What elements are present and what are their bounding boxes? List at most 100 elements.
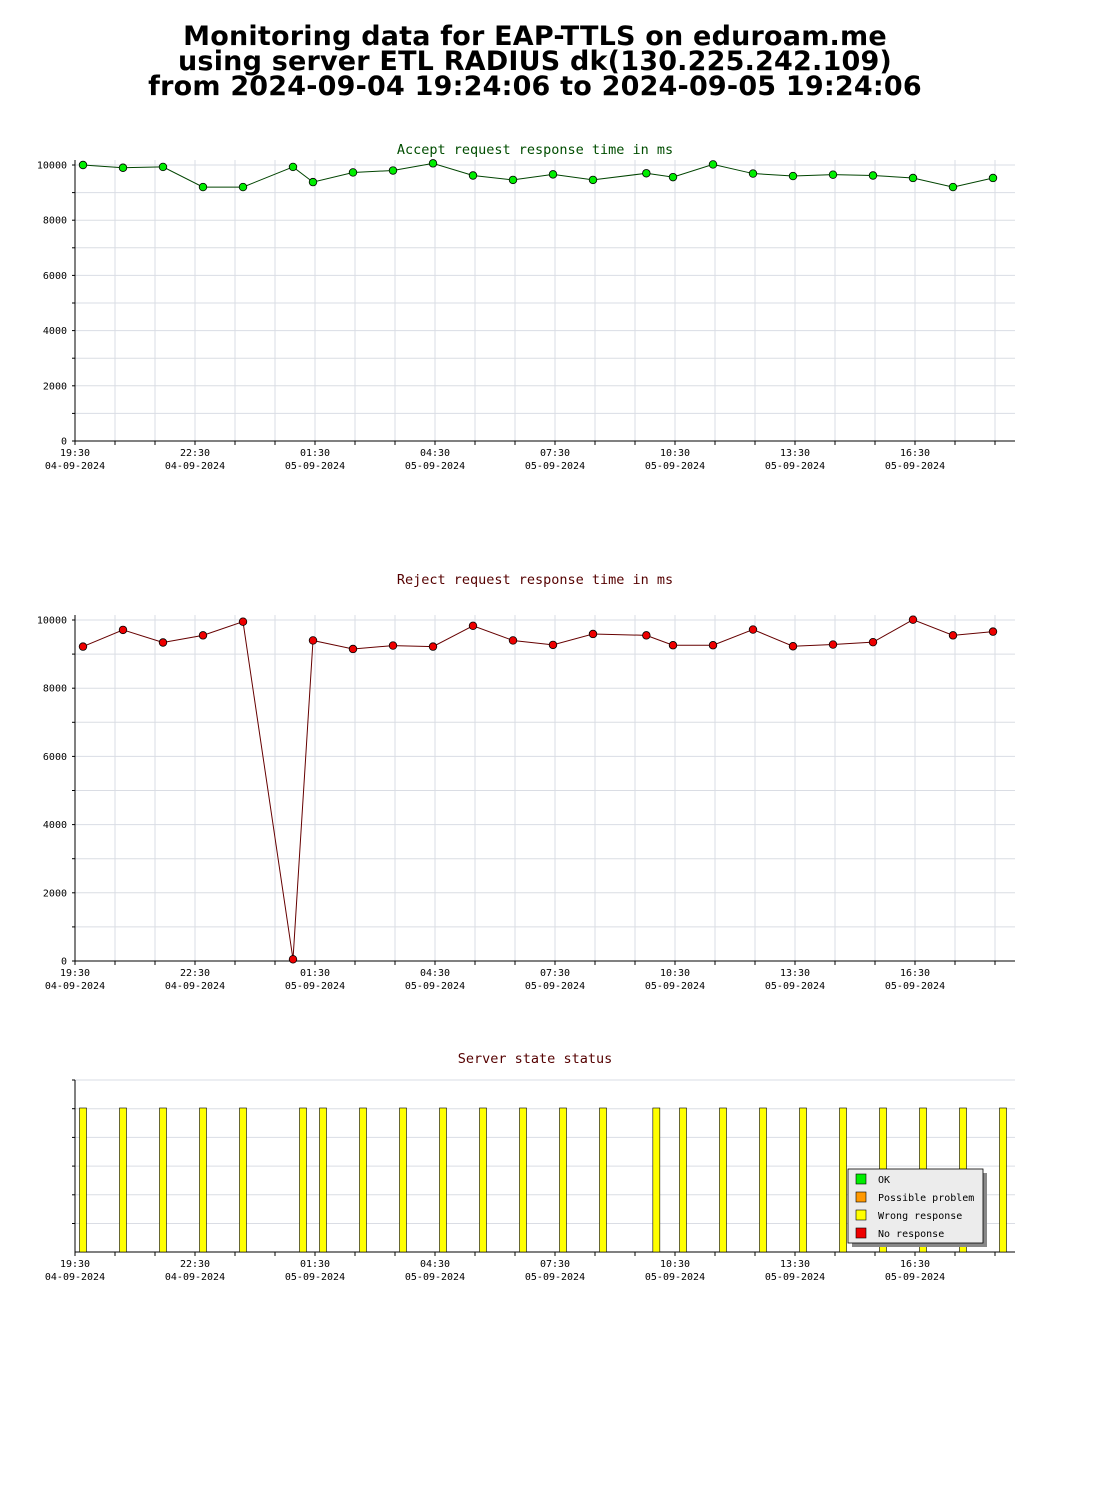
- accept-x-tick-date: 05-09-2024: [645, 461, 705, 472]
- reject-data-point: [948, 631, 958, 640]
- status-bar: [439, 1107, 447, 1253]
- status-bar: [119, 1107, 127, 1253]
- reject-x-tick-date: 05-09-2024: [645, 981, 705, 992]
- accept-x-tick-time: 01:30: [300, 448, 330, 459]
- status-bar: [239, 1107, 247, 1253]
- reject-data-point: [548, 640, 558, 650]
- reject-data-point: [78, 642, 88, 651]
- accept-data-point: [198, 182, 208, 192]
- accept-data-point: [788, 171, 798, 181]
- title-line-1: Monitoring data for EAP-TTLS on eduroam.…: [183, 21, 887, 52]
- accept-y-tick-label: 0: [61, 437, 67, 448]
- accept-x-tick-time: 16:30: [900, 448, 930, 459]
- accept-y-tick-label: 4000: [43, 326, 67, 337]
- reject-data-point: [868, 637, 878, 647]
- accept-data-point: [388, 166, 398, 175]
- reject-series-line: [82, 619, 994, 960]
- reject-data-point: [828, 640, 838, 649]
- legend-label: Possible problem: [878, 1193, 974, 1204]
- reject-data-point: [988, 627, 998, 636]
- status-bar: [599, 1107, 607, 1253]
- accept-data-point: [548, 170, 558, 179]
- accept-data-point: [642, 169, 651, 178]
- reject-x-tick-time: 04:30: [420, 968, 450, 979]
- accept-data-point: [78, 160, 88, 170]
- accept-data-point: [948, 182, 958, 192]
- reject-data-point: [908, 615, 918, 624]
- status-bar: [999, 1107, 1007, 1253]
- status-x-tick-date: 05-09-2024: [525, 1272, 585, 1283]
- status-x-tick-time: 01:30: [300, 1259, 330, 1270]
- reject-x-tick-time: 16:30: [900, 968, 930, 979]
- accept-data-point: [668, 172, 678, 182]
- reject-data-point: [668, 641, 678, 650]
- page-title: Monitoring data for EAP-TTLS on eduroam.…: [0, 21, 1070, 102]
- accept-data-point: [348, 168, 358, 177]
- reject-x-tick-date: 04-09-2024: [45, 981, 105, 992]
- accept-x-tick-date: 05-09-2024: [525, 461, 585, 472]
- status-x-tick-date: 05-09-2024: [405, 1272, 465, 1283]
- status-bar: [679, 1107, 687, 1253]
- status-bar: [652, 1107, 661, 1253]
- status-bar: [319, 1107, 327, 1253]
- status-bar: [299, 1107, 307, 1253]
- reject-data-point: [158, 638, 168, 647]
- accept-data-point: [238, 182, 248, 192]
- reject-data-point: [198, 631, 208, 640]
- reject-y-tick-label: 4000: [43, 820, 67, 831]
- status-bar: [719, 1107, 727, 1253]
- status-x-tick-date: 05-09-2024: [285, 1272, 345, 1283]
- accept-data-point: [748, 169, 758, 178]
- legend-box: [847, 1168, 984, 1244]
- accept-data-point: [588, 175, 598, 185]
- accept-x-tick-time: 07:30: [540, 448, 570, 459]
- legend-swatch: [855, 1209, 867, 1221]
- status-x-tick-date: 04-09-2024: [165, 1272, 225, 1283]
- title-line-2: using server ETL RADIUS dk(130.225.242.1…: [178, 46, 892, 77]
- reject-chart-title: Reject request response time in ms: [397, 572, 673, 588]
- reject-x-tick-date: 05-09-2024: [285, 981, 345, 992]
- accept-data-point: [708, 160, 718, 169]
- accept-y-tick-label: 6000: [43, 271, 67, 282]
- status-x-tick-time: 10:30: [660, 1259, 690, 1270]
- reject-x-tick-time: 01:30: [300, 968, 330, 979]
- reject-x-tick-date: 05-09-2024: [885, 981, 945, 992]
- accept-x-tick-date: 05-09-2024: [405, 461, 465, 472]
- accept-x-tick-date: 04-09-2024: [45, 461, 105, 472]
- status-x-tick-time: 16:30: [900, 1259, 930, 1270]
- reject-data-point: [238, 617, 248, 626]
- reject-data-point: [708, 641, 718, 650]
- title-line-3: from 2024-09-04 19:24:06 to 2024-09-05 1…: [148, 71, 922, 102]
- reject-data-point: [428, 642, 438, 651]
- reject-x-tick-date: 05-09-2024: [405, 981, 465, 992]
- status-bar: [559, 1107, 567, 1253]
- legend-swatch: [855, 1191, 867, 1203]
- status-bar: [79, 1107, 87, 1253]
- reject-response-time-chart: Reject request response time in ms 0 2000…: [37, 572, 1015, 992]
- status-bar: [519, 1107, 527, 1253]
- accept-data-point: [158, 162, 168, 172]
- accept-chart-title: Accept request response time in ms: [397, 142, 673, 158]
- reject-x-tick-time: 13:30: [780, 968, 810, 979]
- accept-x-tick-time: 10:30: [660, 448, 690, 459]
- legend-label: No response: [878, 1229, 944, 1240]
- reject-plot-area: 0 2000 4000 6000 8000 10000 19:30 04-09-2024 22:…: [37, 615, 1015, 992]
- status-x-tick-time: 04:30: [420, 1259, 450, 1270]
- status-bar: [799, 1107, 807, 1253]
- accept-data-point: [118, 163, 128, 172]
- legend-label: Wrong response: [878, 1211, 962, 1222]
- accept-x-tick-time: 04:30: [420, 448, 450, 459]
- server-state-chart: Server state status 19:30 04-09-2024 22:30…: [45, 1051, 1015, 1283]
- status-bar: [839, 1107, 847, 1253]
- status-plot-area: 19:30 04-09-2024 22:30 04-09-2024 01:30 05-09…: [45, 1079, 1015, 1283]
- status-bar: [399, 1107, 407, 1253]
- accept-x-tick-time: 19:30: [60, 448, 90, 459]
- status-x-tick-time: 07:30: [540, 1259, 570, 1270]
- reject-data-point: [748, 625, 758, 634]
- accept-data-point: [308, 177, 318, 187]
- status-x-tick-date: 05-09-2024: [645, 1272, 705, 1283]
- legend-swatch: [855, 1227, 867, 1239]
- status-bar: [759, 1107, 767, 1253]
- status-bar: [359, 1107, 367, 1253]
- reject-data-point: [388, 641, 398, 650]
